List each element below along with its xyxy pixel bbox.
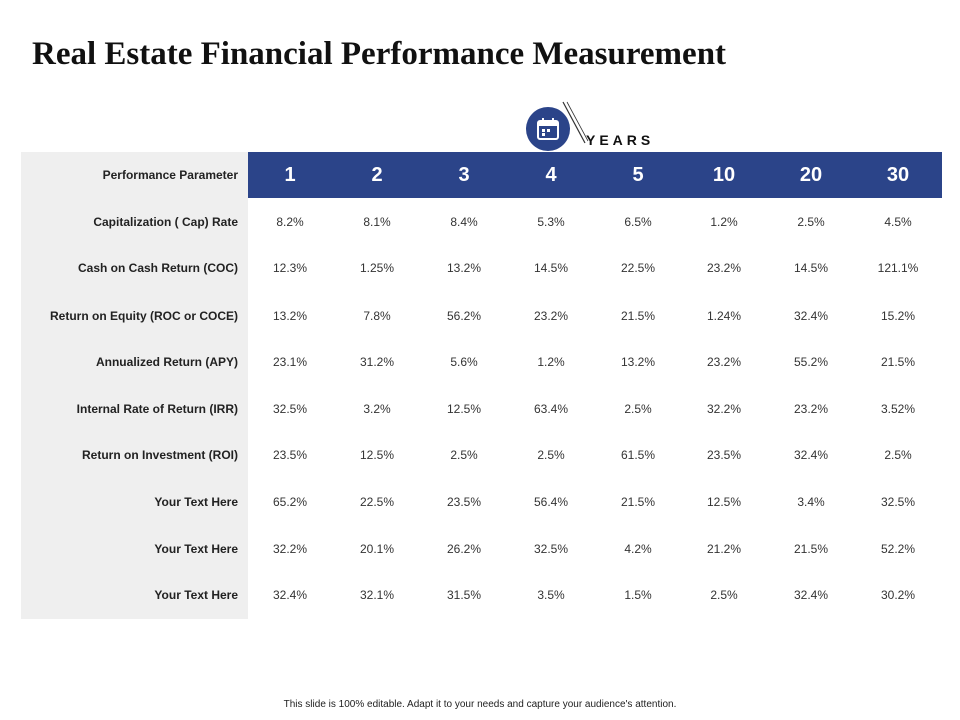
value-cell: 63.4% [533,402,569,416]
value-cell: 15.2% [880,309,916,323]
value-cell: 12.5% [359,448,395,462]
value-cell: 32.4% [272,588,308,602]
row-label: Your Text Here [154,495,238,509]
value-cell: 2.5% [450,448,478,462]
row-label: Return on Investment (ROI) [81,448,238,462]
value-cell: 12.3% [272,261,308,275]
value-cell: 26.2% [446,542,482,556]
value-cell: 23.5% [706,448,742,462]
value-cell: 8.1% [363,215,391,229]
value-cell: 1.2% [710,215,738,229]
value-cell: 65.2% [272,495,308,509]
value-cell: 21.2% [706,542,742,556]
slash-decoration [562,101,589,144]
value-cell: 52.2% [880,542,916,556]
value-cell: 32.2% [272,542,308,556]
value-cell: 14.5% [793,261,829,275]
value-cell: 21.5% [880,355,916,369]
year-header-cell: 10 [712,163,736,186]
value-cell: 5.3% [537,215,565,229]
value-cell: 23.2% [533,309,569,323]
year-header-cell: 20 [799,163,823,186]
value-cell: 2.5% [537,448,565,462]
value-cell: 2.5% [884,448,912,462]
value-cell: 32.5% [533,542,569,556]
year-header-cell: 3 [458,163,470,186]
value-cell: 6.5% [624,215,652,229]
value-cell: 22.5% [620,261,656,275]
value-cell: 32.4% [793,448,829,462]
value-cell: 1.24% [706,309,742,323]
value-cell: 1.25% [359,261,395,275]
value-cell: 20.1% [359,542,395,556]
value-cell: 23.5% [446,495,482,509]
value-cell: 4.5% [884,215,912,229]
value-cell: 5.6% [450,355,478,369]
value-cell: 21.5% [620,309,656,323]
years-label: YEARS [586,132,655,148]
years-header-band [248,152,942,198]
row-label: Your Text Here [154,542,238,556]
value-cell: 31.5% [446,588,482,602]
value-cell: 3.5% [537,588,565,602]
value-cell: 32.5% [272,402,308,416]
value-cell: 2.5% [797,215,825,229]
value-cell: 7.8% [363,309,391,323]
page-title: Real Estate Financial Performance Measur… [32,36,727,72]
value-cell: 61.5% [620,448,656,462]
year-header-cell: 30 [886,163,910,186]
year-header-cell: 5 [632,163,644,186]
value-cell: 1.2% [537,355,565,369]
footer-note: This slide is 100% editable. Adapt it to… [283,699,677,710]
year-header-cell: 2 [371,163,383,186]
value-cell: 23.5% [272,448,308,462]
value-cell: 30.2% [880,588,916,602]
value-cell: 32.1% [359,588,395,602]
value-cell: 55.2% [793,355,829,369]
value-cell: 2.5% [624,402,652,416]
value-cell: 21.5% [793,542,829,556]
value-cell: 3.52% [880,402,916,416]
value-cell: 56.2% [446,309,482,323]
row-label: Capitalization ( Cap) Rate [93,215,238,229]
value-cell: 13.2% [620,355,656,369]
value-cell: 21.5% [620,495,656,509]
row-label: Internal Rate of Return (IRR) [76,402,238,416]
value-cell: 13.2% [272,309,308,323]
header-label: Performance Parameter [102,168,238,182]
value-cell: 1.5% [624,588,652,602]
value-cell: 8.4% [450,215,478,229]
value-cell: 8.2% [276,215,304,229]
row-label: Return on Equity (ROC or COCE) [50,309,238,323]
value-cell: 3.2% [363,402,391,416]
row-label: Your Text Here [154,588,238,602]
value-cell: 2.5% [710,588,738,602]
year-header-cell: 1 [284,163,296,186]
year-header-cell: 4 [545,163,557,186]
value-cell: 13.2% [446,261,482,275]
calendar-icon [526,107,570,151]
value-cell: 12.5% [706,495,742,509]
value-cell: 32.4% [793,588,829,602]
value-cell: 32.4% [793,309,829,323]
value-cell: 32.5% [880,495,916,509]
value-cell: 14.5% [533,261,569,275]
value-cell: 56.4% [533,495,569,509]
value-cell: 4.2% [624,542,652,556]
value-cell: 32.2% [706,402,742,416]
value-cell: 23.2% [793,402,829,416]
value-cell: 23.2% [706,355,742,369]
value-cell: 23.1% [272,355,308,369]
value-cell: 23.2% [706,261,742,275]
value-cell: 31.2% [359,355,395,369]
row-label: Cash on Cash Return (COC) [77,261,238,275]
parameter-column-background [21,152,248,619]
value-cell: 22.5% [359,495,395,509]
row-label: Annualized Return (APY) [95,355,238,369]
value-cell: 3.4% [797,495,825,509]
value-cell: 12.5% [446,402,482,416]
value-cell: 121.1% [877,261,919,275]
